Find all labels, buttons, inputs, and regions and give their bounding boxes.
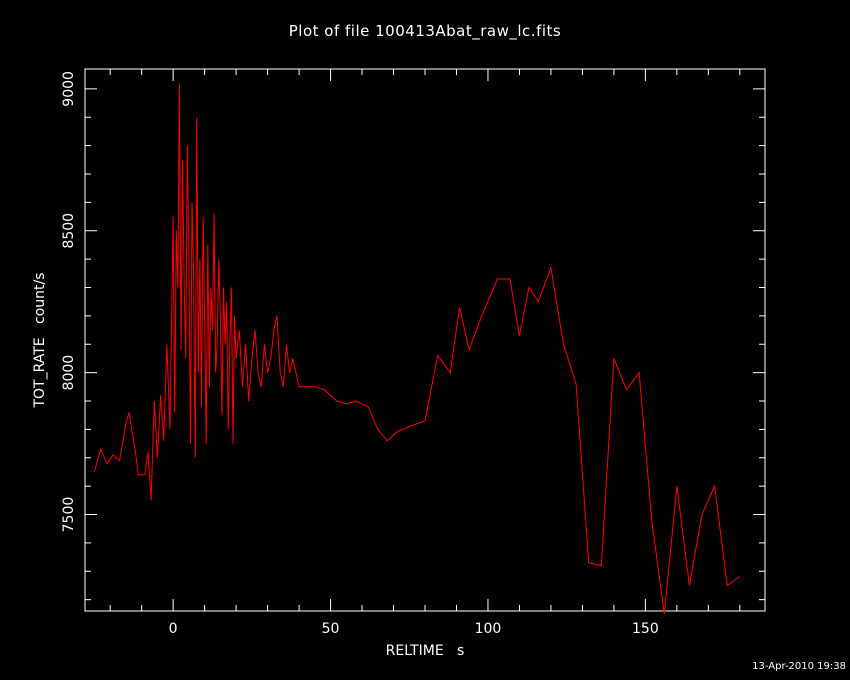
timestamp: 13-Apr-2010 19:38 (752, 661, 846, 672)
x-axis-label: RELTIME s (386, 643, 465, 659)
x-tick-label: 150 (632, 621, 659, 637)
x-tick-label: 100 (475, 621, 502, 637)
y-tick-label: 8500 (61, 213, 77, 249)
tick-labels: 0 50 100 150 7500 8000 8500 9000 (61, 71, 659, 637)
series-line-tot-rate (93, 83, 741, 614)
plot-title: Plot of file 100413Abat_raw_lc.fits (288, 22, 562, 40)
axis-ticks (85, 69, 765, 611)
x-tick-label: 50 (322, 621, 340, 637)
y-tick-label: 8000 (61, 355, 77, 391)
y-tick-label: 9000 (61, 71, 77, 107)
x-tick-label: 0 (169, 621, 178, 637)
y-tick-label: 7500 (61, 497, 77, 533)
y-axis-label: TOT_RATE count/s (32, 272, 48, 408)
